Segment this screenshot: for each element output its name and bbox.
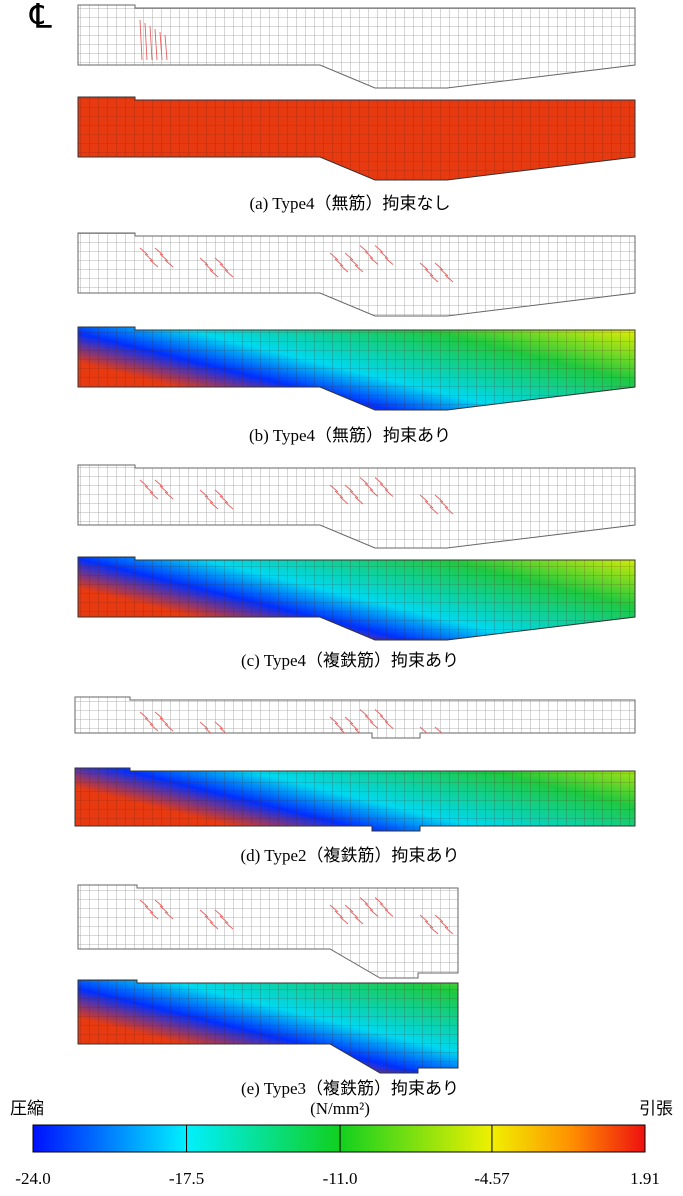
contour-grid bbox=[70, 92, 650, 202]
contour-grid bbox=[70, 552, 650, 662]
crack bbox=[225, 734, 233, 741]
caption: (a) Type4（無筋）拘束なし bbox=[249, 194, 450, 213]
tick-label: -24.0 bbox=[15, 1169, 50, 1188]
crack bbox=[445, 739, 453, 746]
crack bbox=[425, 733, 433, 740]
figure: ℄ (a) Type4（無筋）拘束なし (b) Type4（無筋）拘束あり (c) … bbox=[0, 0, 683, 1191]
tension-label: 引張 bbox=[639, 1099, 673, 1118]
contour-grid bbox=[70, 322, 650, 432]
crack bbox=[430, 739, 438, 746]
tick-label: -4.57 bbox=[474, 1169, 510, 1188]
mesh-grid bbox=[70, 880, 650, 990]
crack bbox=[210, 734, 218, 741]
tick-label: -17.5 bbox=[169, 1169, 204, 1188]
page: ℄ (a) Type4（無筋）拘束なし (b) Type4（無筋）拘束あり (c) … bbox=[0, 0, 683, 1196]
tick-label: -11.0 bbox=[323, 1169, 358, 1188]
contour-grid bbox=[70, 975, 650, 1085]
caption: (c) Type4（複鉄筋）拘束あり bbox=[241, 651, 459, 670]
crack bbox=[440, 733, 448, 740]
compression-label: 圧縮 bbox=[10, 1099, 44, 1118]
tick-label: 1.91 bbox=[630, 1169, 660, 1188]
caption: (e) Type3（複鉄筋）拘束あり bbox=[241, 1079, 459, 1098]
colorbar bbox=[33, 1125, 645, 1152]
caption: (b) Type4（無筋）拘束あり bbox=[249, 426, 451, 445]
cl-symbol: ℄ bbox=[29, 0, 52, 36]
unit-label: (N/mm²) bbox=[310, 1099, 370, 1118]
mesh-grid bbox=[70, 460, 650, 570]
mesh-grid bbox=[70, 228, 650, 338]
caption: (d) Type2（複鉄筋）拘束あり bbox=[240, 846, 459, 865]
